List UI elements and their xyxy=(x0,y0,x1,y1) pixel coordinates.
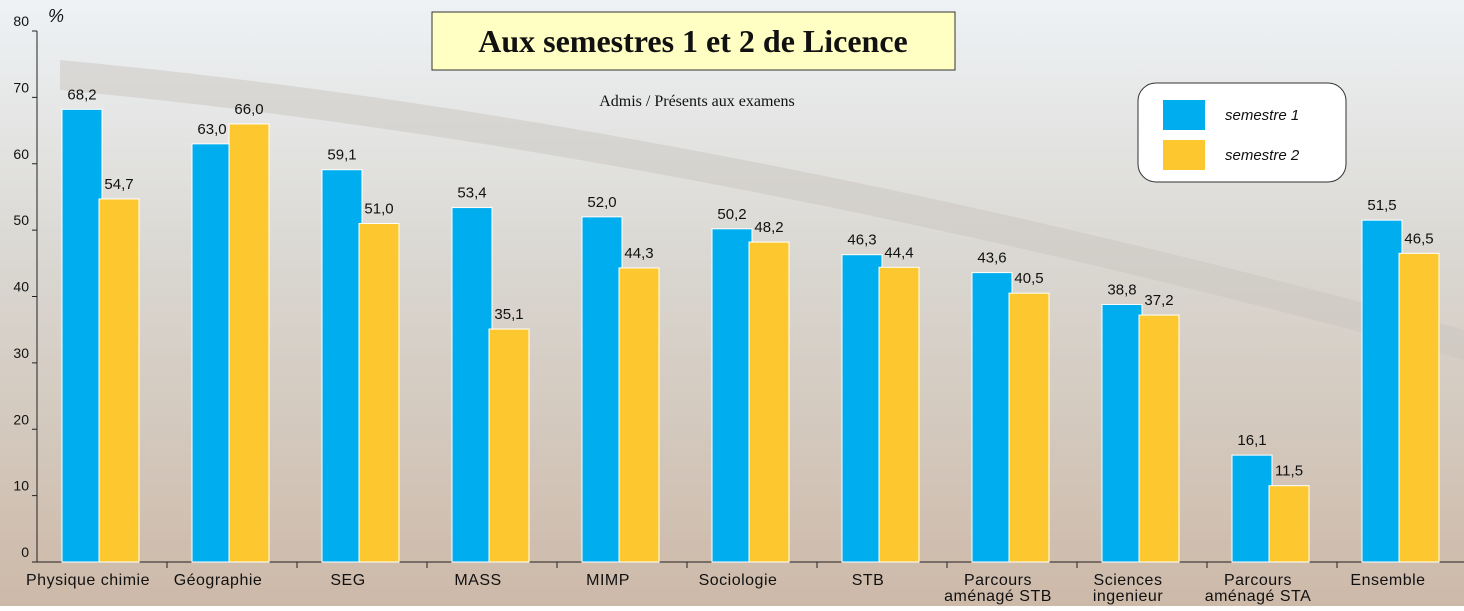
value-label: 44,3 xyxy=(624,245,653,262)
y-tick-label: 40 xyxy=(13,279,29,295)
value-label: 59,1 xyxy=(327,147,356,164)
bar xyxy=(712,229,752,562)
y-tick-label: 20 xyxy=(13,411,29,427)
y-tick-label: 60 xyxy=(13,146,29,162)
value-label: 44,4 xyxy=(884,244,913,261)
value-label: 16,1 xyxy=(1237,432,1266,449)
value-label: 52,0 xyxy=(587,194,616,211)
bar xyxy=(842,255,882,562)
legend-label: semestre 1 xyxy=(1225,107,1299,124)
bar xyxy=(582,217,622,562)
y-tick-label: 30 xyxy=(13,345,29,361)
bar xyxy=(99,199,139,562)
value-label: 54,7 xyxy=(104,176,133,193)
y-tick-label: 10 xyxy=(13,478,29,494)
y-tick-label: 80 xyxy=(13,13,29,29)
x-tick-label: Sociologie xyxy=(699,572,778,589)
value-label: 63,0 xyxy=(197,121,226,138)
value-label: 46,5 xyxy=(1404,230,1433,247)
bar xyxy=(229,124,269,562)
value-label: 53,4 xyxy=(457,185,486,202)
value-label: 43,6 xyxy=(977,250,1006,267)
value-label: 46,3 xyxy=(847,232,876,249)
bar xyxy=(1009,293,1049,562)
y-axis-label: % xyxy=(48,6,64,26)
value-label: 51,0 xyxy=(364,200,393,217)
bar xyxy=(322,170,362,562)
bar xyxy=(359,223,399,562)
bar xyxy=(62,109,102,562)
bar xyxy=(1399,253,1439,562)
bar xyxy=(1269,486,1309,562)
bar xyxy=(192,144,232,562)
y-tick-label: 0 xyxy=(21,544,29,560)
x-tick-label: MIMP xyxy=(586,572,630,589)
value-label: 40,5 xyxy=(1014,270,1043,287)
x-tick-label: Géographie xyxy=(174,572,263,589)
value-label: 35,1 xyxy=(494,306,523,323)
value-label: 38,8 xyxy=(1107,281,1136,298)
bar xyxy=(619,268,659,562)
bar xyxy=(452,208,492,562)
legend-label: semestre 2 xyxy=(1225,147,1300,164)
value-label: 68,2 xyxy=(67,86,96,103)
x-tick-label: Physique chimie xyxy=(26,572,150,589)
x-tick-label: Ensemble xyxy=(1350,572,1425,589)
x-tick-label: STB xyxy=(852,572,885,589)
y-tick-label: 70 xyxy=(13,79,29,95)
x-tick-label: SEG xyxy=(330,572,365,589)
bar xyxy=(972,273,1012,562)
chart: Aux semestres 1 et 2 de Licence Admis / … xyxy=(0,0,1464,606)
bar xyxy=(489,329,529,562)
x-tick-label: MASS xyxy=(454,572,501,589)
bar xyxy=(1362,220,1402,562)
value-label: 50,2 xyxy=(717,206,746,223)
chart-title: Aux semestres 1 et 2 de Licence xyxy=(478,23,908,59)
chart-subtitle: Admis / Présents aux examens xyxy=(599,93,795,110)
bar xyxy=(1232,455,1272,562)
legend-swatch xyxy=(1163,100,1205,130)
value-label: 66,0 xyxy=(234,101,263,118)
bar xyxy=(1102,304,1142,562)
value-label: 51,5 xyxy=(1367,197,1396,214)
value-label: 37,2 xyxy=(1144,292,1173,309)
value-label: 48,2 xyxy=(754,219,783,236)
bar xyxy=(749,242,789,562)
y-tick-label: 50 xyxy=(13,212,29,228)
bar xyxy=(1139,315,1179,562)
legend-swatch xyxy=(1163,140,1205,170)
bar xyxy=(879,267,919,562)
value-label: 11,5 xyxy=(1275,463,1303,480)
